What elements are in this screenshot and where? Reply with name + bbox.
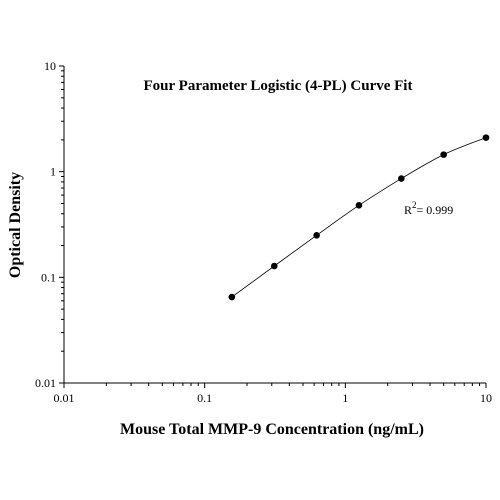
x-tick-label: 0.1 [197, 391, 212, 405]
y-tick-label: 1 [50, 165, 56, 179]
y-axis-label: Optical Density [7, 172, 24, 278]
r-squared-symbol: R [404, 203, 412, 217]
r-squared-annotation: R2= 0.999 [404, 200, 453, 217]
data-point [313, 231, 320, 239]
x-tick-label: 1 [342, 391, 348, 405]
data-point [440, 151, 447, 158]
plot-area: 0.01 0.1 1 10 0.01 0.1 1 10 [35, 59, 492, 405]
data-points [228, 134, 490, 301]
x-tick-label: 0.01 [54, 391, 75, 405]
y-tick-label: 0.01 [35, 376, 56, 390]
data-point [398, 175, 405, 182]
fit-curve-line [231, 137, 487, 298]
data-point [228, 293, 236, 301]
data-point [355, 202, 363, 209]
y-tick-label: 10 [44, 59, 56, 73]
data-point [270, 262, 278, 270]
x-axis-ticks: 0.01 0.1 1 10 [54, 383, 492, 405]
data-point [482, 134, 490, 141]
x-axis-label: Mouse Total MMP-9 Concentration (ng/mL) [120, 421, 424, 438]
y-axis-ticks: 0.01 0.1 1 10 [35, 59, 64, 390]
chart-title: Four Parameter Logistic (4-PL) Curve Fit [144, 78, 413, 94]
y-tick-label: 0.1 [41, 270, 56, 284]
x-tick-label: 10 [480, 391, 492, 405]
r-squared-superscript: 2 [412, 200, 417, 210]
r-squared-value: = 0.999 [417, 203, 454, 217]
